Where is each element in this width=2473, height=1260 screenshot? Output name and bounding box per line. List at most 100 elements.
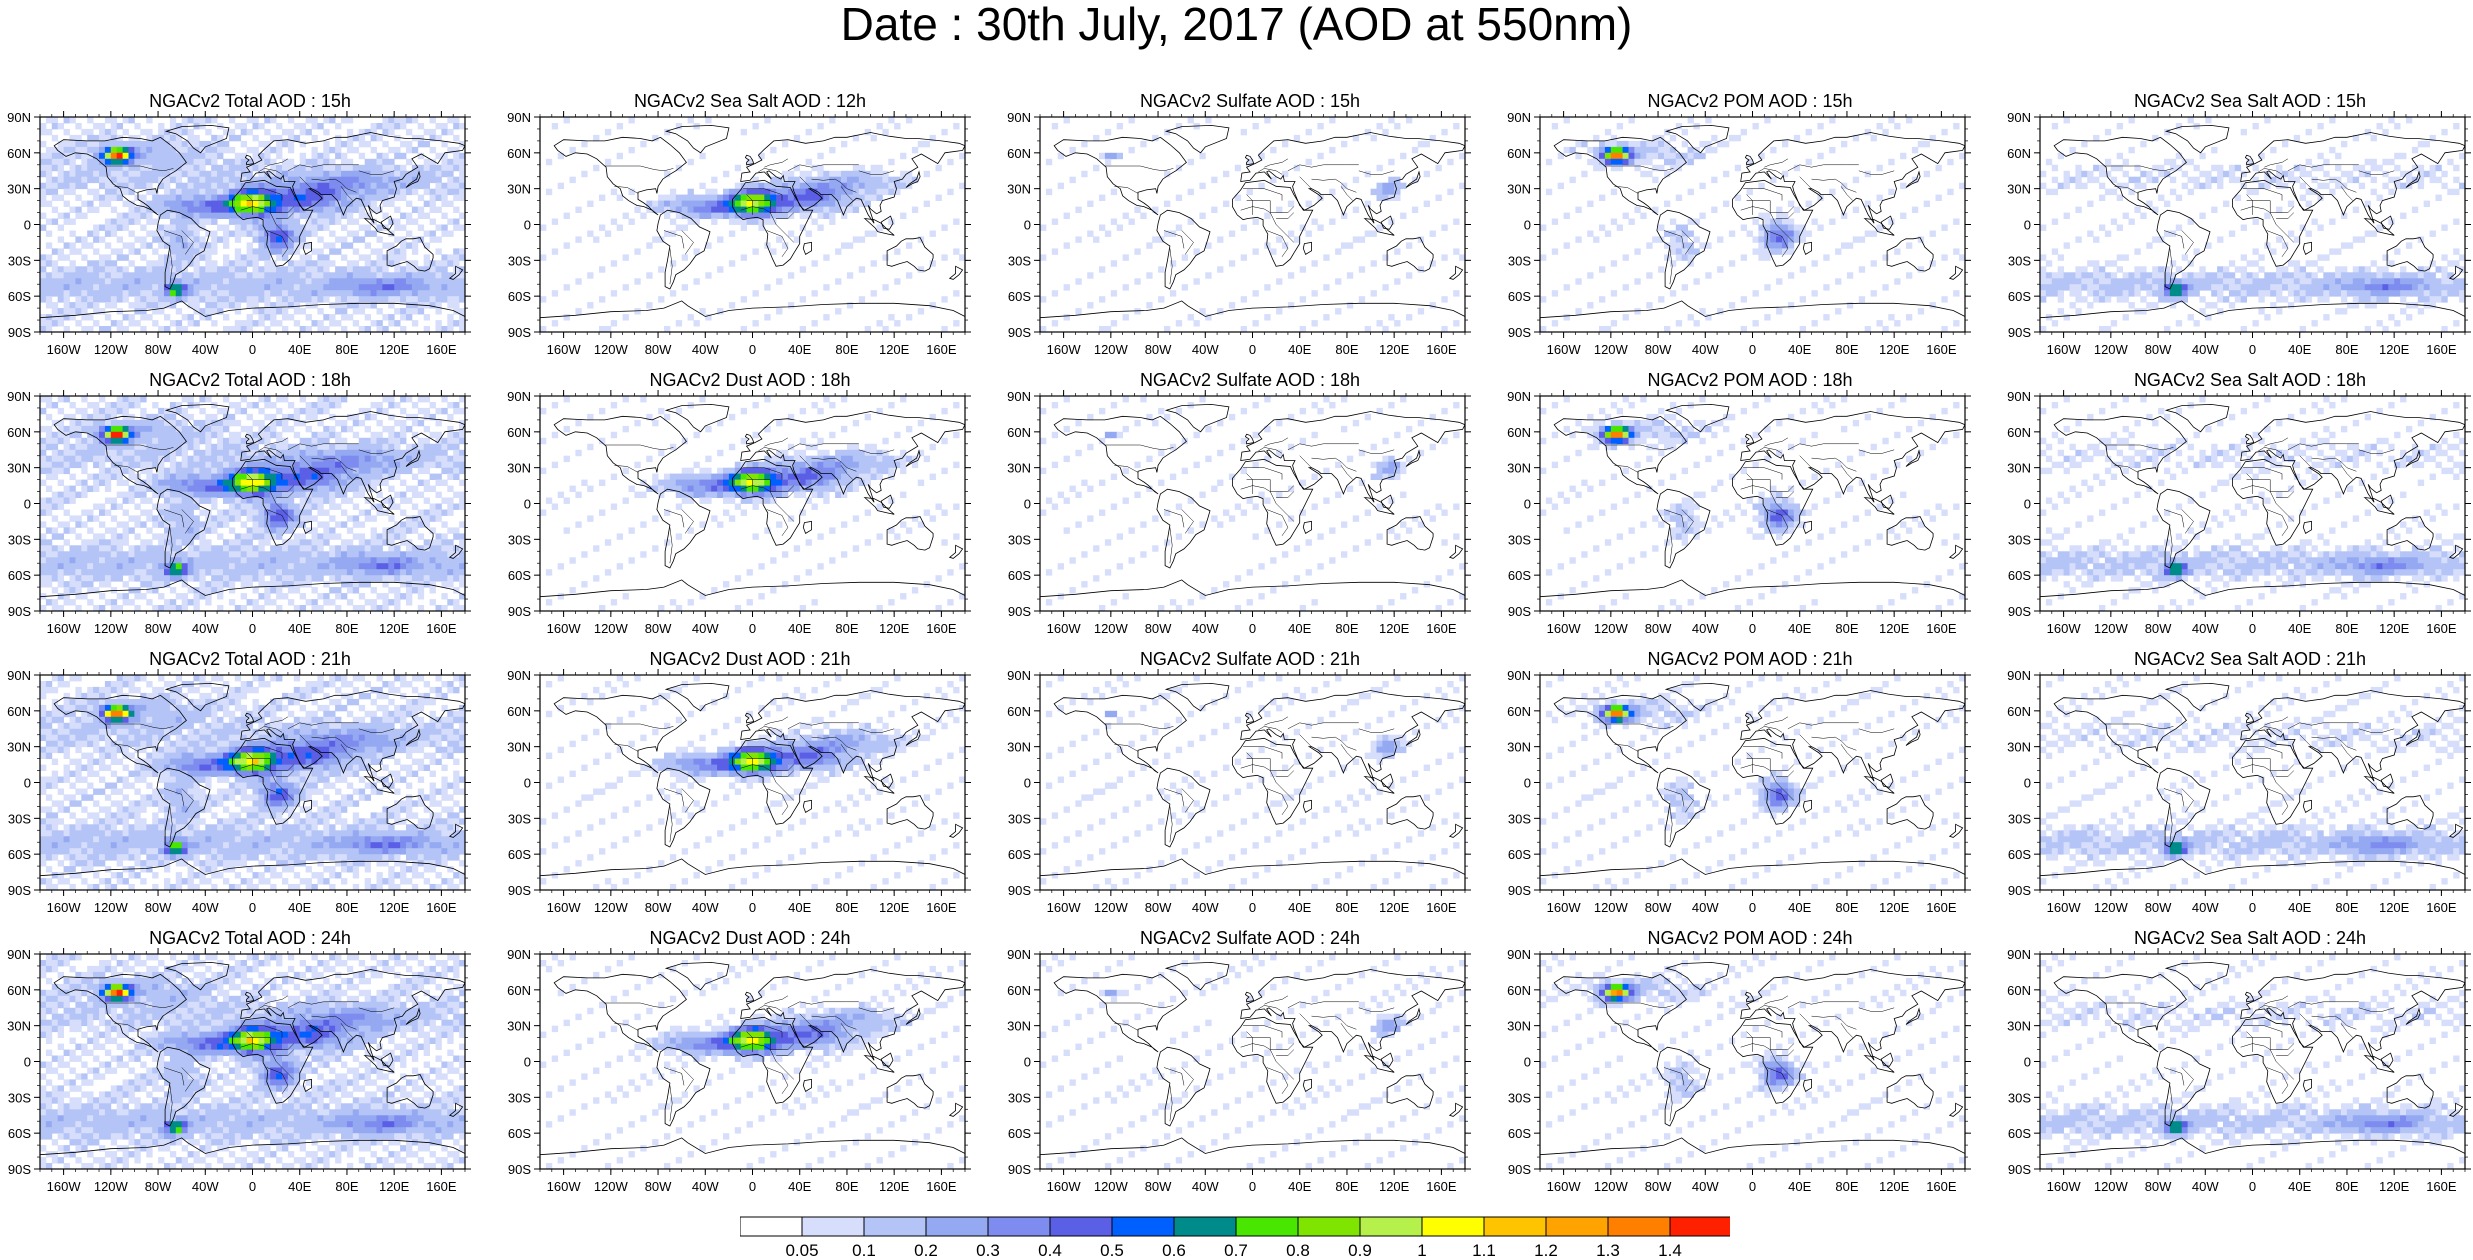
- lon-tick-label: 0: [1749, 342, 1756, 357]
- panel-title: NGACv2 POM AOD : 18h: [1647, 370, 1853, 390]
- lon-tick-label: 0: [2249, 1179, 2256, 1194]
- country-borders: [604, 716, 895, 843]
- lon-tick-label: 160W: [1047, 342, 1082, 357]
- colorbar-label: 1.1: [1472, 1241, 1496, 1260]
- lon-tick-label: 160W: [47, 621, 82, 636]
- lat-tick-label: 30N: [2007, 1019, 2031, 1034]
- map-plot: 90N 60N 30N 0 30S 60S 90S 160W 120W 80W 40W 0 40E 80E…: [1007, 668, 1471, 915]
- country-borders: [604, 158, 895, 285]
- lon-tick-label: 120W: [94, 621, 129, 636]
- colorbar-swatch: [1483, 1216, 1547, 1237]
- map-plot: 90N 60N 30N 0 30S 60S 90S 160W 120W 80W 40W 0 40E 80E…: [2007, 947, 2471, 1194]
- map-panel: 90N 60N 30N 0 30S 60S 90S 160W 120W 80W 40W 0 40E 80E…: [2000, 648, 2473, 928]
- lat-tick-label: 90N: [7, 668, 31, 683]
- lon-tick-label: 80W: [645, 342, 672, 357]
- lat-tick-label: 30S: [2008, 253, 2031, 268]
- coastlines: [39, 124, 466, 333]
- lat-tick-label: 90S: [508, 604, 531, 619]
- lat-tick-label: 60N: [7, 425, 31, 440]
- lat-tick-label: 0: [24, 497, 31, 512]
- lat-tick-label: 30S: [1508, 532, 1531, 547]
- lon-tick-label: 0: [2249, 900, 2256, 915]
- lon-tick-label: 120W: [1094, 342, 1129, 357]
- lon-tick-label: 80E: [335, 342, 358, 357]
- lon-tick-label: 0: [749, 342, 756, 357]
- lon-tick-label: 80E: [1335, 621, 1358, 636]
- map-panel: 90N 60N 30N 0 30S 60S 90S 160W 120W 80W 40W 0 40E 80E…: [1500, 369, 2000, 649]
- lat-tick-label: 0: [2024, 1055, 2031, 1070]
- panel-title: NGACv2 Sea Salt AOD : 12h: [633, 91, 867, 111]
- lat-tick-label: 90N: [1007, 110, 1031, 125]
- lon-tick-label: 40W: [1692, 900, 1719, 915]
- lon-tick-label: 40W: [1692, 1179, 1719, 1194]
- lat-tick-label: 0: [2024, 776, 2031, 791]
- map-plot: 90N 60N 30N 0 30S 60S 90S 160W 120W 80W 40W 0 40E 80E…: [1507, 668, 1971, 915]
- lon-tick-label: 80W: [1645, 1179, 1672, 1194]
- map-panel: 90N 60N 30N 0 30S 60S 90S 160W 120W 80W 40W 0 40E 80E…: [2000, 90, 2473, 370]
- lon-tick-label: 120W: [94, 342, 129, 357]
- lon-tick-label: 120W: [1094, 621, 1129, 636]
- lon-tick-label: 40E: [288, 342, 311, 357]
- lat-tick-label: 0: [1024, 497, 1031, 512]
- lon-tick-label: 160W: [2047, 342, 2082, 357]
- coastlines: [1039, 961, 1466, 1170]
- lat-tick-label: 30N: [507, 1019, 531, 1034]
- lon-tick-label: 40E: [1788, 900, 1811, 915]
- lon-tick-label: 160E: [426, 900, 457, 915]
- coastlines: [39, 961, 466, 1170]
- lat-tick-label: 0: [1524, 776, 1531, 791]
- lon-tick-label: 160E: [926, 621, 957, 636]
- lon-tick-label: 160W: [47, 1179, 82, 1194]
- aod-field: [2040, 954, 2466, 1170]
- map-plot: 90N 60N 30N 0 30S 60S 90S 160W 120W 80W 40W 0 40E 80E…: [507, 110, 971, 357]
- lon-tick-label: 160E: [1926, 621, 1957, 636]
- lat-tick-label: 30N: [7, 740, 31, 755]
- lat-tick-label: 60S: [8, 847, 31, 862]
- lon-tick-label: 120E: [879, 1179, 910, 1194]
- country-borders: [1604, 716, 1895, 843]
- lat-tick-label: 60N: [1507, 146, 1531, 161]
- aod-field: [40, 675, 466, 891]
- lon-tick-label: 0: [1249, 621, 1256, 636]
- lon-tick-label: 120E: [2379, 1179, 2410, 1194]
- lon-tick-label: 120E: [379, 342, 410, 357]
- lon-tick-label: 120W: [1594, 342, 1629, 357]
- lon-tick-label: 120E: [379, 621, 410, 636]
- lon-tick-label: 160W: [547, 342, 582, 357]
- map-plot: 90N 60N 30N 0 30S 60S 90S 160W 120W 80W 40W 0 40E 80E…: [1007, 110, 1471, 357]
- country-borders: [2104, 995, 2395, 1122]
- lon-tick-label: 80E: [1835, 621, 1858, 636]
- lon-tick-label: 120E: [1879, 621, 1910, 636]
- lon-tick-label: 0: [749, 900, 756, 915]
- coastlines: [1039, 682, 1466, 891]
- lon-tick-label: 120W: [1094, 900, 1129, 915]
- lon-tick-label: 160E: [926, 1179, 957, 1194]
- colorbar-swatch: [1235, 1216, 1299, 1237]
- lat-tick-label: 90N: [1507, 110, 1531, 125]
- lat-tick-label: 60S: [1008, 568, 1031, 583]
- colorbar-swatch: [1173, 1216, 1237, 1237]
- lon-tick-label: 80W: [145, 900, 172, 915]
- country-borders: [104, 716, 395, 843]
- coastlines: [39, 403, 466, 612]
- colorbar-swatch: [863, 1216, 927, 1237]
- lat-tick-label: 0: [1524, 1055, 1531, 1070]
- aod-field: [40, 117, 466, 333]
- lon-tick-label: 40W: [1692, 342, 1719, 357]
- lon-tick-label: 160W: [47, 342, 82, 357]
- lat-tick-label: 60N: [1007, 425, 1031, 440]
- lat-tick-label: 30S: [1508, 1090, 1531, 1105]
- coastlines: [39, 682, 466, 891]
- lon-tick-label: 80E: [335, 621, 358, 636]
- country-borders: [1104, 437, 1395, 564]
- lat-tick-label: 90N: [7, 947, 31, 962]
- colorbar-swatch: [801, 1216, 865, 1237]
- coastlines: [1539, 682, 1966, 891]
- lon-tick-label: 40E: [788, 900, 811, 915]
- lat-tick-label: 30S: [2008, 811, 2031, 826]
- lat-tick-label: 30N: [2007, 740, 2031, 755]
- lat-tick-label: 90N: [507, 947, 531, 962]
- lat-tick-label: 30N: [7, 461, 31, 476]
- coastlines: [1039, 403, 1466, 612]
- lon-tick-label: 80E: [1835, 1179, 1858, 1194]
